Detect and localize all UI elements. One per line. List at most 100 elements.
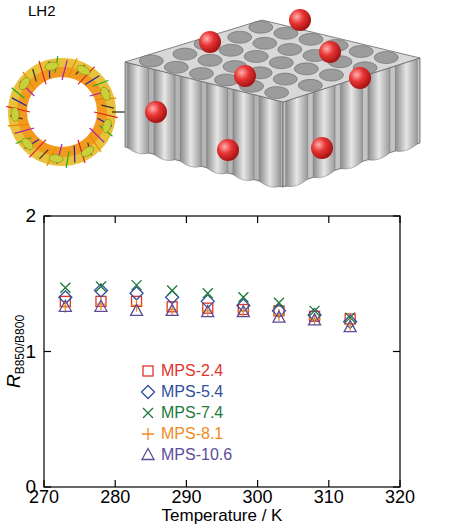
tube xyxy=(313,85,335,178)
point xyxy=(273,311,285,322)
pore xyxy=(244,50,268,62)
protein-sphere xyxy=(319,41,341,63)
ring-strand xyxy=(94,112,118,118)
protein-sphere xyxy=(217,139,239,161)
protein-sphere xyxy=(349,67,371,89)
y-tick xyxy=(44,215,51,216)
x-tick xyxy=(115,480,116,487)
pore xyxy=(374,52,398,64)
point xyxy=(95,300,107,311)
series xyxy=(59,284,357,328)
legend-marker xyxy=(142,386,155,399)
y-tick xyxy=(44,351,51,352)
legend-label: MPS-5.4 xyxy=(161,383,223,400)
ring-inner xyxy=(22,72,102,152)
legend: MPS-2.4MPS-5.4MPS-7.4MPS-8.1MPS-10.6 xyxy=(142,362,233,463)
pore xyxy=(294,63,318,75)
pore xyxy=(173,48,197,60)
x-tick-label: 280 xyxy=(100,487,130,507)
x-tick xyxy=(399,216,400,223)
y-tick xyxy=(44,486,51,487)
point xyxy=(202,305,214,317)
ring-strand xyxy=(74,146,76,163)
point xyxy=(96,281,106,291)
pore xyxy=(298,79,322,91)
series xyxy=(59,300,356,331)
point xyxy=(237,306,249,317)
data-points xyxy=(59,280,357,332)
point xyxy=(237,305,249,317)
point xyxy=(309,314,321,325)
pore xyxy=(253,37,277,49)
ring-helix xyxy=(11,107,20,121)
pore xyxy=(278,43,302,55)
tube xyxy=(233,89,254,180)
pore xyxy=(269,57,293,69)
ring-strand xyxy=(62,60,67,80)
legend-label: MPS-2.4 xyxy=(161,362,223,379)
x-tick xyxy=(186,480,187,487)
x-tick xyxy=(328,480,329,487)
y-tick xyxy=(393,351,400,352)
y-tick-label: 0 xyxy=(25,476,36,497)
x-tick-label: 290 xyxy=(171,487,201,507)
point xyxy=(309,313,321,325)
pore xyxy=(198,54,222,66)
x-tick-label: 320 xyxy=(385,487,415,507)
pore xyxy=(249,21,273,33)
x-axis-title: Temperature / K xyxy=(162,506,284,525)
ring-strand xyxy=(85,76,99,85)
pore xyxy=(273,73,297,85)
ring-helix xyxy=(17,76,32,92)
ring-helix xyxy=(44,61,59,72)
y-tick-label: 2 xyxy=(25,205,36,226)
illustration: LH2 xyxy=(6,2,420,187)
point xyxy=(166,291,179,304)
y-title-main: R xyxy=(3,374,24,388)
point xyxy=(59,301,71,313)
ring-strand xyxy=(33,69,37,81)
plot-frame xyxy=(44,216,400,487)
pore xyxy=(219,44,243,56)
x-tick xyxy=(43,216,44,223)
ring-strand xyxy=(90,128,104,142)
point xyxy=(202,306,214,317)
pore xyxy=(164,61,188,73)
ring-strand xyxy=(93,80,109,86)
point xyxy=(130,287,143,300)
legend-marker xyxy=(143,408,153,418)
series xyxy=(59,298,356,330)
protein-sphere xyxy=(145,101,167,123)
protein-sphere xyxy=(311,137,333,159)
ring-strand xyxy=(39,61,46,84)
ring-helix xyxy=(99,86,112,102)
point xyxy=(60,283,70,293)
x-tick xyxy=(257,216,258,223)
x-tick xyxy=(328,216,329,223)
point xyxy=(132,280,142,290)
ring-strand xyxy=(101,105,113,108)
x-tick xyxy=(43,480,44,487)
ring-strand xyxy=(39,150,48,159)
point xyxy=(203,288,213,298)
ring-helix xyxy=(20,136,35,152)
pore xyxy=(265,87,289,99)
point xyxy=(344,321,356,332)
point xyxy=(166,304,178,315)
x-tick xyxy=(186,216,187,223)
y-axis-title: RB850/B800 xyxy=(3,315,27,388)
point xyxy=(166,303,178,315)
point xyxy=(59,300,71,311)
pore xyxy=(319,69,343,81)
protein-sphere xyxy=(199,31,221,53)
tube xyxy=(286,94,308,187)
block-top-face xyxy=(125,20,420,102)
point xyxy=(238,292,248,302)
legend-marker xyxy=(143,366,153,376)
legend-label: MPS-10.6 xyxy=(161,446,232,463)
point xyxy=(274,298,284,308)
ring-helix xyxy=(75,63,91,77)
tube xyxy=(368,68,390,161)
tube xyxy=(128,63,149,154)
series xyxy=(60,280,355,323)
